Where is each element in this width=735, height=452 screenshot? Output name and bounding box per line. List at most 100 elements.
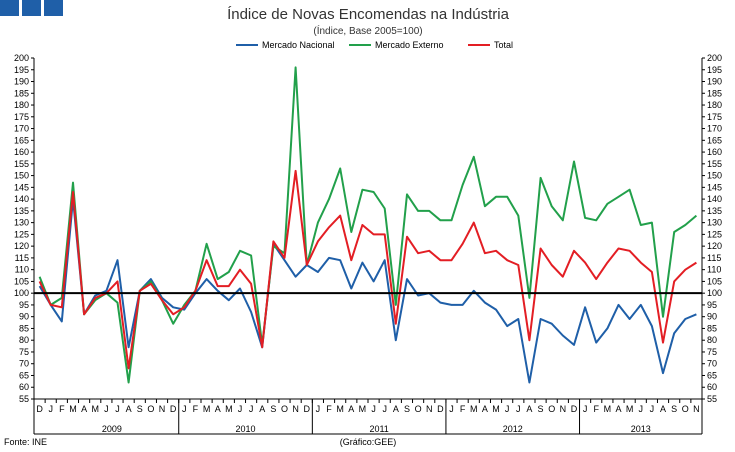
y-tick-label-left: 130 [14,218,29,228]
y-tick-label-left: 90 [19,312,29,322]
x-tick-label: S [404,404,410,414]
y-tick-label-right: 160 [707,147,722,157]
x-tick-label: A [81,404,87,414]
y-tick-label-right: 125 [707,229,722,239]
x-tick-label: J [316,404,321,414]
y-tick-label-left: 125 [14,229,29,239]
y-tick-label-right: 140 [707,194,722,204]
x-tick-label: J [639,404,644,414]
y-tick-label-right: 135 [707,206,722,216]
series-line-mercado-nacional [38,198,697,384]
x-tick-label: F [326,404,332,414]
x-tick-label: M [626,404,634,414]
year-label: 2010 [236,424,256,434]
y-tick-label-left: 70 [19,359,29,369]
y-tick-label-left: 140 [14,194,29,204]
y-tick-label-left: 175 [14,112,29,122]
x-tick-label: F [593,404,599,414]
x-tick-label: M [225,404,233,414]
x-tick-label: J [371,404,376,414]
y-tick-label-left: 180 [14,100,29,110]
logo-square-3 [44,0,63,16]
x-tick-label: J [115,404,120,414]
legend-label-mercado-nacional: Mercado Nacional [262,40,335,50]
x-tick-label: D [437,404,444,414]
x-tick-label: N [560,404,567,414]
x-tick-label: J [583,404,588,414]
x-tick-label: J [182,404,187,414]
x-tick-label: J [382,404,387,414]
y-tick-label-right: 170 [707,124,722,134]
footer-credit: (Gráfico:GEE) [340,437,397,447]
x-tick-label: J [516,404,521,414]
y-tick-label-right: 185 [707,88,722,98]
x-tick-label: M [69,404,77,414]
x-tick-label: O [548,404,555,414]
y-tick-label-right: 75 [707,347,717,357]
y-tick-label-right: 55 [707,394,717,404]
footer-source: Fonte: INE [4,437,47,447]
y-tick-label-left: 65 [19,370,29,380]
x-tick-label: S [270,404,276,414]
y-tick-label-right: 70 [707,359,717,369]
y-tick-label-right: 150 [707,171,722,181]
x-tick-label: M [604,404,612,414]
year-label: 2011 [369,424,388,434]
x-tick-label: M [91,404,99,414]
logo-square-1 [0,0,19,16]
x-tick-label: J [238,404,243,414]
y-tick-label-left: 75 [19,347,29,357]
x-tick-label: O [147,404,154,414]
y-tick-label-left: 100 [14,288,29,298]
y-tick-label-left: 120 [14,241,29,251]
y-tick-label-left: 185 [14,88,29,98]
x-tick-label: N [426,404,433,414]
y-tick-label-left: 105 [14,276,29,286]
x-tick-label: F [193,404,199,414]
x-tick-label: D [304,404,311,414]
y-tick-label-right: 100 [707,288,722,298]
series-line-mercado-externo [38,66,698,384]
y-tick-label-right: 200 [707,53,722,63]
series-layer [34,66,702,384]
x-tick-label: A [215,404,221,414]
x-tick-label: J [650,404,655,414]
y-tick-label-right: 145 [707,182,722,192]
x-tick-label: M [470,404,478,414]
x-tick-label: O [281,404,288,414]
series-line-total [38,169,697,370]
y-tick-label-right: 60 [707,382,717,392]
x-tick-label: A [348,404,354,414]
x-tick-label: J [505,404,510,414]
y-tick-label-left: 145 [14,182,29,192]
y-tick-label-left: 60 [19,382,29,392]
y-tick-label-right: 195 [707,65,722,75]
x-tick-label: M [359,404,367,414]
y-tick-label-left: 170 [14,124,29,134]
y-tick-label-right: 65 [707,370,717,380]
y-tick-label-right: 175 [707,112,722,122]
y-tick-label-left: 195 [14,65,29,75]
legend-label-mercado-externo: Mercado Externo [375,40,444,50]
y-tick-label-left: 150 [14,171,29,181]
y-tick-label-left: 55 [19,394,29,404]
y-tick-label-left: 160 [14,147,29,157]
logo-square-2 [22,0,41,16]
x-tick-label: J [249,404,254,414]
chart-title: Índice de Novas Encomendas na Indústria [227,6,509,23]
x-tick-label: A [660,404,666,414]
y-tick-label-left: 85 [19,323,29,333]
year-label: 2013 [631,424,651,434]
x-tick-label: J [48,404,53,414]
y-tick-label-left: 110 [15,265,29,275]
legend: Mercado Nacional Mercado Externo Total [236,40,513,50]
x-tick-label: A [259,404,265,414]
y-tick-label-left: 95 [19,300,29,310]
y-tick-label-right: 85 [707,323,717,333]
x-tick-label: S [671,404,677,414]
year-label: 2009 [102,424,122,434]
x-tick-label: A [526,404,532,414]
x-tick-label: A [393,404,399,414]
